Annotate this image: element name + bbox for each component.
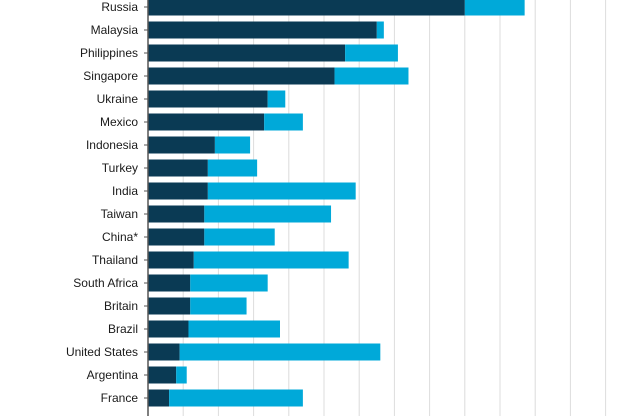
bar-segment-2: [188, 320, 280, 338]
bar-segment-2: [334, 67, 409, 85]
bar-segment-1: [148, 366, 177, 384]
bar-segment-1: [148, 67, 335, 85]
category-label: Brazil: [108, 322, 138, 336]
bar-segment-1: [148, 136, 215, 154]
bar-segment-1: [148, 44, 346, 62]
bar-segment-1: [148, 159, 208, 177]
bar-segment-1: [148, 343, 180, 361]
category-label: France: [101, 391, 139, 405]
bar-segment-2: [204, 205, 332, 223]
bar-segment-1: [148, 113, 265, 131]
bar-segment-1: [148, 21, 377, 39]
bar-segment-2: [169, 389, 303, 407]
bar-segment-2: [176, 366, 187, 384]
category-label: Russia: [101, 0, 138, 14]
bar-segment-2: [179, 343, 381, 361]
category-label: Singapore: [83, 69, 138, 83]
category-label: China*: [102, 230, 138, 244]
bar-segment-1: [148, 182, 208, 200]
bar-segment-2: [190, 274, 268, 292]
bar-segment-2: [207, 182, 356, 200]
bar-segment-1: [148, 274, 191, 292]
bar-segment-2: [264, 113, 303, 131]
bar-segment-1: [148, 389, 170, 407]
bar-segment-1: [148, 0, 465, 16]
category-label: Mexico: [100, 115, 138, 129]
bar-segment-1: [148, 90, 268, 108]
bar-segment-2: [464, 0, 525, 16]
bar-segment-2: [214, 136, 251, 154]
bar-segment-1: [148, 205, 205, 223]
bar-segment-2: [190, 297, 247, 315]
bar-segment-2: [193, 251, 349, 269]
bar-segment-2: [204, 228, 275, 246]
bar-segment-1: [148, 228, 205, 246]
bar-segment-2: [267, 90, 286, 108]
category-label: Turkey: [102, 161, 138, 175]
bar-segment-1: [148, 251, 194, 269]
category-label: United States: [66, 345, 138, 359]
category-label: Ukraine: [97, 92, 139, 106]
bar-segment-2: [376, 21, 384, 39]
category-label: Argentina: [87, 368, 139, 382]
category-label: Indonesia: [86, 138, 138, 152]
category-label: Philippines: [80, 46, 138, 60]
category-label: Malaysia: [91, 23, 139, 37]
category-label: South Africa: [73, 276, 138, 290]
bar-segment-2: [345, 44, 398, 62]
bar-segment-1: [148, 320, 189, 338]
category-label: Thailand: [92, 253, 138, 267]
category-label: India: [112, 184, 138, 198]
bar-segment-1: [148, 297, 191, 315]
bar-segment-2: [207, 159, 258, 177]
category-label: Taiwan: [101, 207, 138, 221]
category-label: Britain: [104, 299, 138, 313]
